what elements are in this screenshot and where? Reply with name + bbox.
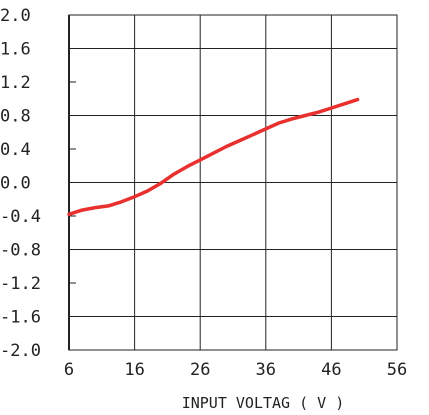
y-tick-label: 0.4: [0, 140, 31, 160]
y-tick-label: 0.8: [0, 107, 31, 127]
series-line: [67, 97, 360, 217]
plot-frame: [68, 14, 398, 351]
series-layer: [67, 97, 360, 217]
grid-lines: [69, 14, 397, 351]
y-tick-label: 1.6: [0, 40, 31, 60]
y-tick-label: -0.4: [0, 207, 41, 227]
y-tick-label: -0.8: [0, 241, 41, 261]
x-tick-label: 36: [256, 360, 276, 380]
x-tick-label: 26: [190, 360, 210, 380]
y-tick-label: 1.2: [0, 73, 31, 93]
x-axis-title: INPUT VOLTAG ( V ): [182, 394, 345, 412]
y-tick-label: -2.0: [0, 341, 41, 361]
x-tick-label: 6: [64, 360, 74, 380]
y-tick-label: 0.0: [0, 174, 31, 194]
x-tick-labels: 6 16 26 36 46 56: [64, 360, 407, 380]
y-tick-label: -1.2: [0, 274, 41, 294]
y-tick-label: -1.6: [0, 308, 41, 328]
x-tick-label: 46: [321, 360, 341, 380]
y-tick-labels: 2.0 1.6 1.2 0.8 0.4 0.0 -0.4 -0.8 -1.2 -1.6 -2.0: [0, 6, 41, 361]
y-tick-label: 2.0: [0, 6, 31, 26]
x-tick-label: 16: [124, 360, 144, 380]
x-tick-label: 56: [387, 360, 407, 380]
